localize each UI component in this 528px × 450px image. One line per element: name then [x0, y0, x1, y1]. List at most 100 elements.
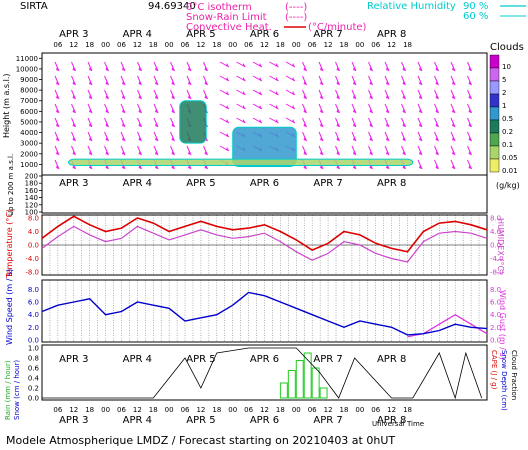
wind-arrow-head [259, 77, 262, 81]
rain-series [279, 352, 328, 399]
wind-arrow-head [105, 165, 109, 169]
wind-arrow [450, 89, 456, 100]
wind-arrow-head [292, 77, 295, 81]
wind-arrow-head [155, 137, 158, 141]
wind-arrow-head [452, 123, 455, 127]
wind-arrow [467, 145, 472, 156]
wind-arrow [71, 145, 76, 156]
wind-arrow [71, 131, 76, 142]
wind-arrow [87, 103, 93, 114]
hour-tick-label: 18 [403, 406, 412, 414]
wind-arrow-head [303, 81, 307, 85]
wind-arrow-head [468, 165, 472, 169]
wind-arrow-head [386, 81, 389, 85]
wind-arrow [54, 103, 60, 114]
snow-axis-label: Snow (cm / hour) [13, 360, 21, 420]
wind-arrow [384, 103, 390, 114]
wind-arrow [318, 103, 324, 114]
wind-arrow-head [402, 67, 406, 71]
wind-arrow [170, 117, 175, 128]
colorbar-level-label: 0.01 [502, 167, 518, 175]
wind-arrow [203, 89, 208, 100]
rain-tick-label: 0.4 [28, 375, 40, 383]
wind-arrow [203, 75, 208, 86]
wind-arrow-head [204, 165, 208, 169]
colorbar-unit: (g/kg) [496, 181, 520, 190]
wind-arrow-head [204, 67, 208, 71]
wind-arrow [384, 145, 390, 156]
wind-arrow-head [402, 123, 406, 127]
wind-arrow-head [56, 109, 59, 113]
height-low-tick-label: 100 [25, 209, 38, 217]
day-label: APR 5 [186, 29, 215, 40]
wind-arrow-head [336, 137, 340, 141]
hour-tick-label: 12 [133, 406, 142, 414]
colorbar-cell [489, 93, 500, 108]
wind-arrow [104, 75, 109, 86]
wind-arrow-head [369, 123, 373, 127]
wind-arrow [71, 61, 76, 72]
wind-arrow [120, 75, 126, 86]
wind-arrow-head [138, 109, 142, 113]
wind-tick-label: 0.0 [28, 337, 39, 345]
wind-tick-label: 4.0 [28, 311, 39, 319]
wind-arrow-head [386, 109, 389, 113]
height-tick-label: 2000 [20, 150, 38, 158]
wind-arrow [467, 103, 472, 114]
temperature-tick-label: -8.0 [25, 269, 39, 277]
rain-tick-label: 0.6 [28, 365, 40, 373]
wind-arrow-head [353, 81, 356, 85]
wind-arrow [153, 61, 159, 72]
height-low-tick-label: 140 [25, 194, 38, 202]
wind-arrow-head [242, 77, 246, 81]
wind-arrow [203, 61, 208, 72]
wind-arrow-head [336, 109, 340, 113]
hour-tick-label: 12 [260, 406, 269, 414]
wind-arrow-head [122, 95, 125, 99]
wind-arrow-head [105, 81, 109, 85]
wind-arrow-head [468, 109, 472, 113]
colorbar-cell [489, 106, 500, 121]
cloud-water-field [67, 100, 414, 168]
wind-arrow [170, 75, 175, 86]
wind-arrow [87, 61, 93, 72]
wind-arrow-head [138, 95, 142, 99]
wind-arrow-head [292, 119, 295, 123]
hour-tick-label: 06 [308, 41, 317, 49]
wind-arrow-head [122, 151, 125, 155]
wind-arrow-head [353, 109, 356, 113]
hour-tick-label: 00 [228, 406, 237, 414]
height-tick-label: 8000 [20, 87, 38, 95]
wind-arrow [54, 145, 60, 156]
gust-tick-label: 6.0 [490, 299, 501, 307]
height-low-tick-label: 200 [25, 173, 38, 181]
hour-tick-label: 00 [355, 406, 364, 414]
hour-tick-label: 00 [355, 41, 364, 49]
wind-arrow [335, 117, 340, 128]
wind-arrow-head [72, 81, 76, 85]
wind-arrow-head [435, 137, 439, 141]
wind-tick-label: 6.0 [28, 299, 39, 307]
wind-arrow [351, 103, 357, 114]
cloud-region [179, 100, 207, 144]
wind-arrow-head [188, 95, 191, 99]
wind-arrow-head [226, 63, 229, 67]
wind-arrow-head [353, 137, 356, 141]
wind-arrow-head [402, 81, 406, 85]
wind-arrow-head [386, 67, 389, 71]
wind-arrow-head [452, 137, 455, 141]
wind-arrow [351, 75, 357, 86]
colorbar-cell [489, 145, 500, 160]
wind-arrow [137, 145, 142, 156]
wind-arrow-head [303, 109, 307, 113]
wind-arrow-head [204, 95, 208, 99]
wind-arrow [104, 145, 109, 156]
day-label: APR 3 [59, 29, 88, 40]
wind-arrow-head [155, 95, 158, 99]
day-label: APR 4 [123, 415, 152, 426]
wind-arrow-head [188, 165, 191, 169]
wind-arrow [417, 75, 423, 86]
hour-tick-label: 12 [387, 41, 396, 49]
day-label: APR 8 [377, 415, 406, 426]
wind-arrow-head [435, 123, 439, 127]
